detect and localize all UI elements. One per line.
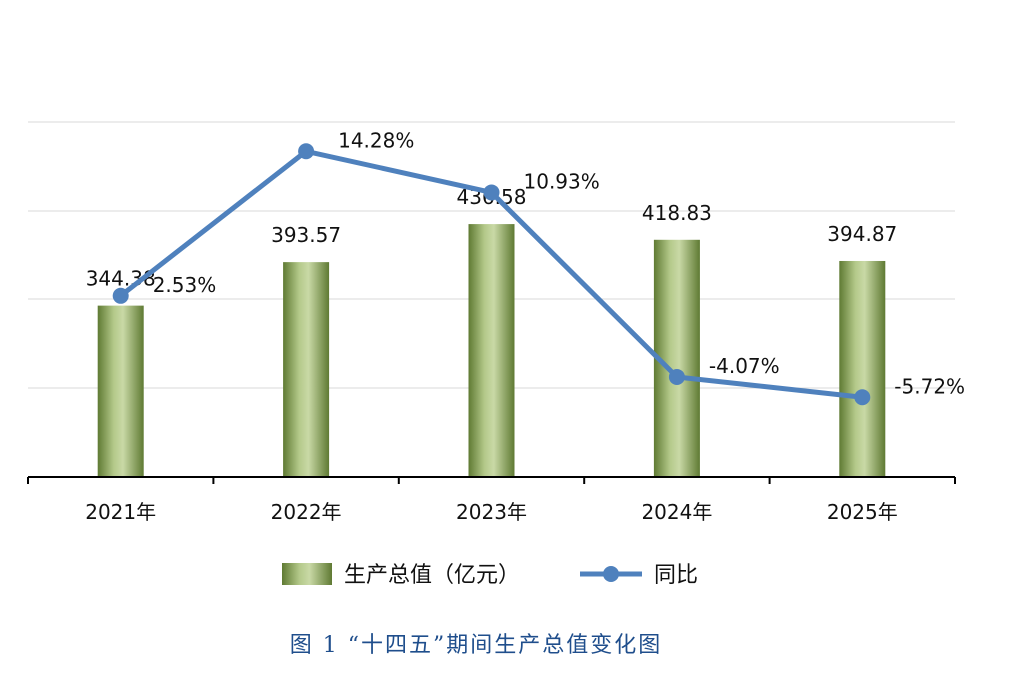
legend: 生产总值（亿元） 同比 [282,563,698,588]
bar-3 [468,224,515,477]
chart-caption: 图 1 “十四五”期间生产总值变化图 [290,633,662,658]
yoy-point-1 [112,287,129,304]
yoy-label-4: -4.07% [709,354,780,378]
yoy-point-4 [668,368,685,385]
bar-2 [283,262,330,477]
x-tick-label-2: 2022年 [271,500,342,524]
legend-bar-label: 生产总值（亿元） [344,563,520,588]
yoy-label-1: 2.53% [153,273,217,297]
x-tick-label-1: 2021年 [85,500,156,524]
bar-value-label-2: 393.57 [271,223,341,247]
bar-value-label-5: 394.87 [827,222,897,246]
yoy-point-2 [298,143,315,160]
yoy-label-5: -5.72% [894,374,965,398]
x-tick-label-3: 2023年 [456,500,527,524]
legend-line-marker [603,566,619,582]
x-tick-label-4: 2024年 [641,500,712,524]
line-series [112,143,871,406]
point-labels: 2.53% 14.28% 10.93% -4.07% -5.72% [153,128,965,398]
bar-1 [97,305,144,477]
yoy-point-3 [483,184,500,201]
x-ticks: 2021年 2022年 2023年 2024年 2025年 [27,477,956,524]
bar-value-label-4: 418.83 [642,201,712,225]
yoy-label-2: 14.28% [338,128,414,152]
yoy-point-5 [854,389,871,406]
yoy-label-3: 10.93% [524,169,600,193]
legend-line-label: 同比 [654,563,698,588]
x-tick-label-5: 2025年 [827,500,898,524]
bars [97,224,886,477]
bar-5 [839,260,886,477]
legend-bar-swatch [282,563,332,585]
